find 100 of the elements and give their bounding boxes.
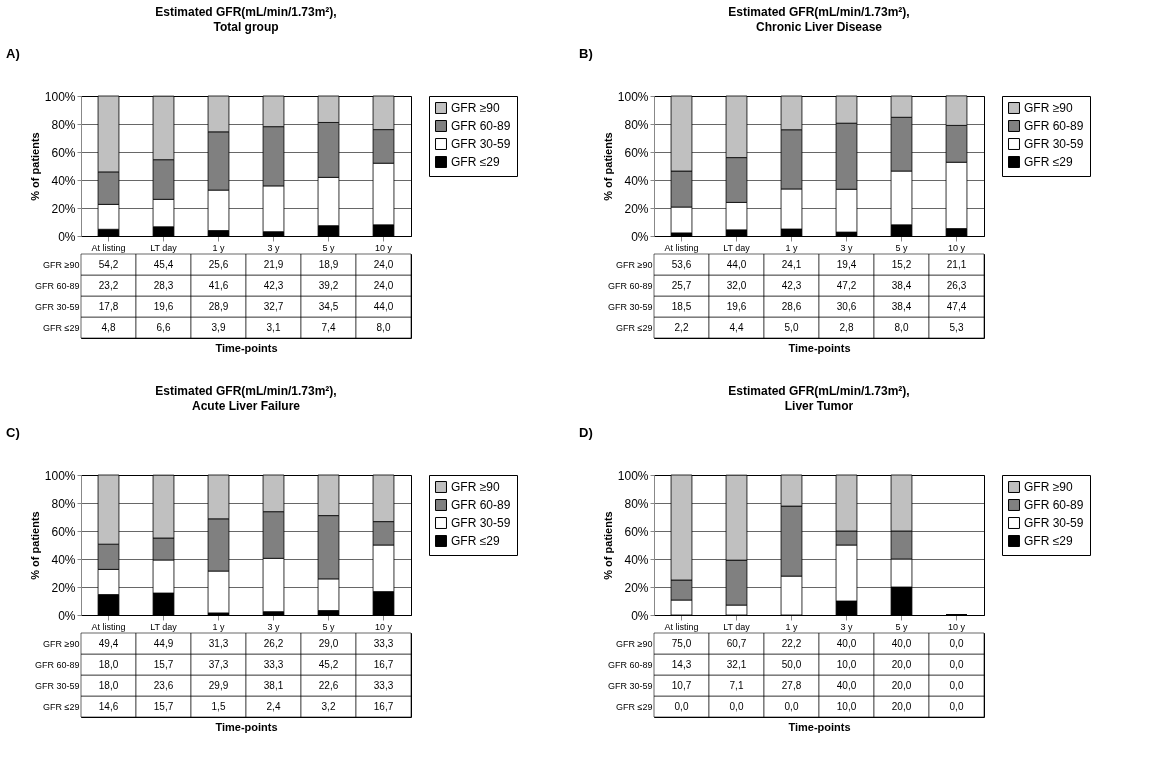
- text: C): [6, 425, 20, 440]
- data-label: 42,3: [781, 279, 802, 291]
- x-tick-label: 3 y: [267, 621, 280, 632]
- y-tick-label: 0%: [631, 608, 649, 623]
- legend-label: GFR 60-89: [451, 119, 511, 133]
- x-tick-label: 1 y: [785, 242, 798, 253]
- data-label: 15,2: [891, 258, 912, 270]
- data-label: 8,0: [376, 321, 391, 333]
- x-tick-label: 1 y: [785, 621, 798, 632]
- legend-label: GFR 30-59: [451, 137, 511, 151]
- data-label: 0,0: [784, 700, 799, 712]
- x-tick-label: 10 y: [947, 242, 966, 253]
- y-tick-label: 40%: [51, 552, 76, 567]
- y-axis-title: % of patients: [28, 132, 41, 201]
- data-label: 18,0: [98, 679, 119, 691]
- y-tick-label: 60%: [624, 524, 649, 539]
- text: GFR ≥90: [43, 638, 80, 649]
- data-label: 8,0: [894, 321, 909, 333]
- y-tick-label: 0%: [631, 229, 649, 244]
- text: A): [6, 46, 20, 61]
- data-label: 28,3: [153, 279, 174, 291]
- data-label: 44,0: [726, 258, 747, 270]
- y-tick-label: 80%: [51, 496, 76, 511]
- data-label: 34,5: [318, 300, 339, 312]
- text: GFR 30-59: [607, 301, 653, 312]
- data-label: 32,7: [263, 300, 284, 312]
- y-tick-label: 100%: [44, 89, 76, 104]
- data-label: 3,1: [266, 321, 281, 333]
- x-tick-label: At listing: [664, 242, 699, 253]
- data-label: 29,0: [318, 637, 339, 649]
- data-label: 10,0: [836, 700, 857, 712]
- x-tick-label: 10 y: [374, 242, 393, 253]
- y-tick-label: 0%: [58, 229, 76, 244]
- data-label: 50,0: [781, 658, 802, 670]
- x-tick-label: LT day: [150, 242, 178, 253]
- data-label: 38,4: [891, 279, 912, 291]
- data-label: 32,0: [726, 279, 747, 291]
- data-label: 2,2: [674, 321, 689, 333]
- text: GFR ≤29: [43, 322, 80, 333]
- legend-label: GFR 30-59: [1024, 137, 1084, 151]
- data-label: 0,0: [949, 637, 964, 649]
- y-tick-label: 40%: [624, 173, 649, 188]
- data-label: 44,9: [153, 637, 174, 649]
- legend-label: GFR ≤29: [451, 155, 500, 169]
- text: GFR ≤29: [43, 701, 80, 712]
- legend-label: GFR ≤29: [451, 534, 500, 548]
- data-label: 54,2: [98, 258, 119, 270]
- y-tick-label: 20%: [624, 580, 649, 595]
- x-axis-title: Time-points: [788, 720, 851, 733]
- data-label: 60,7: [726, 637, 747, 649]
- chart-subtitle: Chronic Liver Disease: [755, 20, 883, 34]
- data-label: 15,7: [153, 700, 174, 712]
- data-label: 40,0: [836, 679, 857, 691]
- data-label: 40,0: [836, 637, 857, 649]
- data-label: 27,8: [781, 679, 802, 691]
- data-label: 24,1: [781, 258, 802, 270]
- data-label: 16,7: [373, 700, 394, 712]
- y-tick-label: 60%: [51, 524, 76, 539]
- text: GFR ≥90: [616, 638, 653, 649]
- data-label: 19,6: [153, 300, 174, 312]
- data-label: 41,6: [208, 279, 229, 291]
- data-label: 21,1: [946, 258, 967, 270]
- data-label: 28,6: [781, 300, 802, 312]
- legend-label: GFR 60-89: [1024, 119, 1084, 133]
- data-label: 22,2: [781, 637, 802, 649]
- data-label: 20,0: [891, 658, 912, 670]
- text: GFR 60-89: [607, 280, 653, 291]
- data-label: 6,6: [156, 321, 171, 333]
- data-label: 40,0: [891, 637, 912, 649]
- data-label: 53,6: [671, 258, 692, 270]
- data-label: 28,9: [208, 300, 229, 312]
- x-axis-title: Time-points: [215, 341, 278, 354]
- y-tick-label: 20%: [51, 580, 76, 595]
- data-label: 38,4: [891, 300, 912, 312]
- x-tick-label: LT day: [150, 621, 178, 632]
- data-label: 0,0: [949, 679, 964, 691]
- data-label: 26,2: [263, 637, 284, 649]
- data-label: 19,6: [726, 300, 747, 312]
- data-label: 7,4: [321, 321, 336, 333]
- data-label: 4,4: [729, 321, 744, 333]
- x-tick-label: At listing: [91, 621, 126, 632]
- data-label: 49,4: [98, 637, 119, 649]
- data-label: 24,0: [373, 279, 394, 291]
- y-tick-label: 0%: [58, 608, 76, 623]
- legend-label: GFR ≥90: [1024, 101, 1073, 115]
- y-tick-label: 80%: [624, 117, 649, 132]
- y-tick-label: 60%: [624, 145, 649, 160]
- text: GFR ≥90: [43, 259, 80, 270]
- data-label: 3,9: [211, 321, 226, 333]
- data-label: 2,8: [839, 321, 854, 333]
- data-label: 24,0: [373, 258, 394, 270]
- data-label: 18,0: [98, 658, 119, 670]
- data-label: 0,0: [674, 700, 689, 712]
- chart-title: Estimated GFR(mL/min/1.73m²),: [728, 384, 910, 398]
- legend-label: GFR 30-59: [451, 516, 511, 530]
- y-tick-label: 100%: [617, 89, 649, 104]
- data-label: 23,2: [98, 279, 119, 291]
- data-label: 25,6: [208, 258, 229, 270]
- data-label: 25,7: [671, 279, 692, 291]
- legend-label: GFR 60-89: [1024, 498, 1084, 512]
